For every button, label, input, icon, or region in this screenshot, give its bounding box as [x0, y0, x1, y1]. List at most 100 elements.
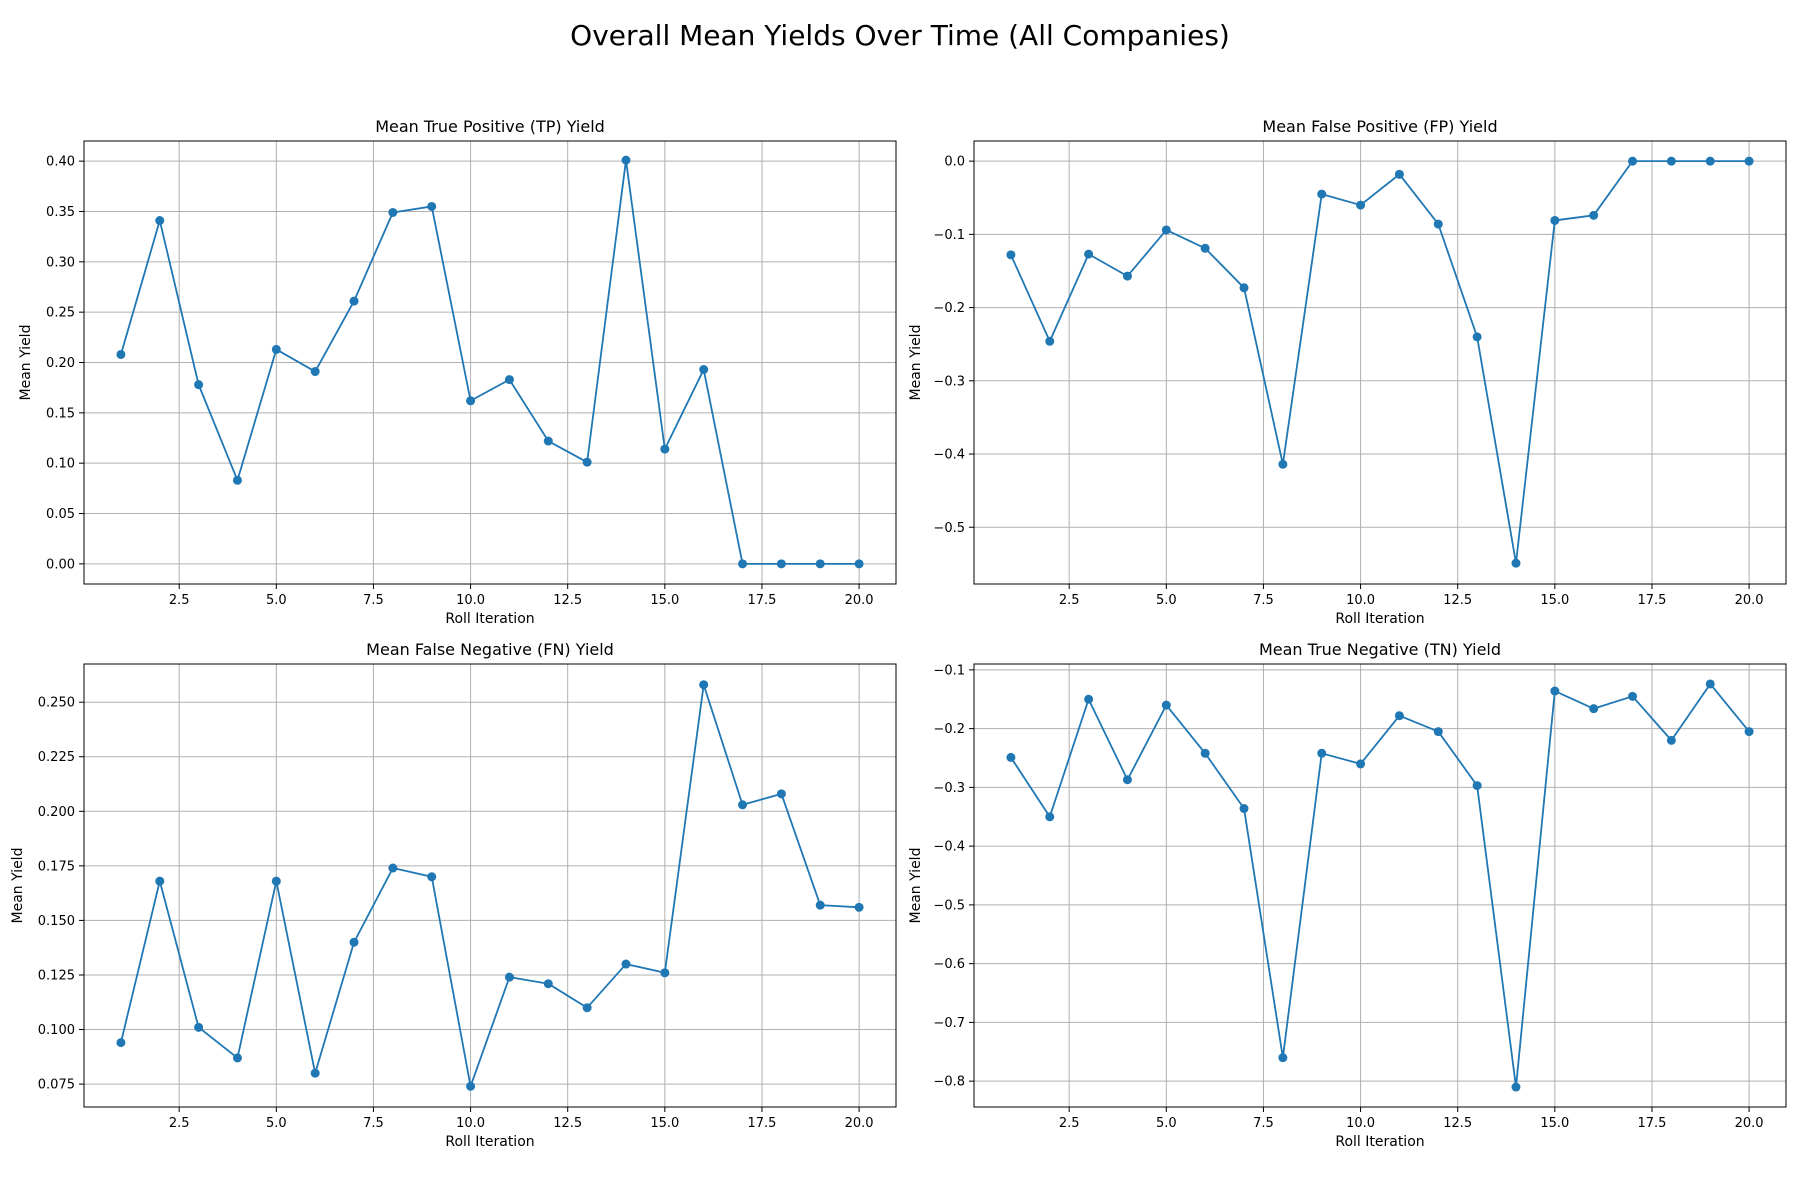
tp-data-point [427, 201, 437, 211]
tn-y-tick-label: −0.2 [933, 722, 965, 737]
tn-series-line [1010, 683, 1750, 1088]
tn-x-tick-label: 5.0 [1156, 1116, 1177, 1131]
fp-x-tick-label: 5.0 [1156, 593, 1177, 608]
tp-x-tick-label: 12.5 [553, 593, 582, 608]
fp-x-tick-label: 15.0 [1540, 593, 1569, 608]
tp-y-axis-label: Mean Yield [18, 325, 34, 401]
tp-y-tick-label: 0.05 [46, 507, 75, 522]
tp-data-point [621, 155, 631, 165]
fn-y-tick-label: 0.200 [38, 805, 75, 820]
tp-series-line [120, 159, 860, 565]
fp-y-tick-label: −0.1 [933, 228, 965, 243]
tp-y-tick-label: 0.35 [46, 205, 75, 220]
tn-data-point [1084, 694, 1094, 704]
fp-data-point [1122, 271, 1132, 281]
tp-data-point [388, 207, 398, 217]
tp-y-tick-label: 0.10 [46, 457, 75, 472]
fp-data-point [1045, 336, 1055, 346]
fn-x-tick-label: 17.5 [747, 1116, 776, 1131]
fn-y-axis-label: Mean Yield [10, 848, 26, 924]
tn-x-tick-label: 17.5 [1637, 1116, 1666, 1131]
fp-y-tick-label: −0.2 [933, 301, 965, 316]
fn-x-tick-label: 5.0 [266, 1116, 287, 1131]
tn-data-point [1161, 700, 1171, 710]
tp-data-point [582, 457, 592, 467]
tn-y-tick-label: −0.5 [933, 898, 965, 913]
tp-y-tick-label: 0.20 [46, 356, 75, 371]
fp-axes-frame [973, 140, 1787, 585]
tn-data-point [1317, 748, 1327, 758]
tn-x-tick-label: 20.0 [1735, 1116, 1764, 1131]
tp-y-tick-label: 0.30 [46, 255, 75, 270]
tn-y-tick-label: −0.1 [933, 663, 965, 678]
subplot-fp-yield: 2.5 5.0 7.5 10.0 12.5 15.0 17.5 20.0 0.0 −0.1 −0.2… [908, 117, 1787, 627]
tn-data-point [1394, 711, 1404, 721]
tn-x-tick-label: 15.0 [1540, 1116, 1569, 1131]
tn-x-axis-label: Roll Iteration [1335, 1134, 1424, 1150]
fp-data-point [1628, 156, 1638, 166]
fn-data-point [815, 900, 825, 910]
fn-x-tick-label: 2.5 [169, 1116, 190, 1131]
tp-data-point [738, 559, 748, 569]
fn-data-point [660, 968, 670, 978]
fn-data-point [155, 876, 165, 886]
tp-y-tick-label: 0.40 [46, 155, 75, 170]
tp-y-tick-label: 0.15 [46, 406, 75, 421]
tn-x-tick-label: 2.5 [1059, 1116, 1080, 1131]
tn-x-tick-label: 10.0 [1346, 1116, 1375, 1131]
tp-x-axis-label: Roll Iteration [445, 611, 534, 627]
fp-y-tick-label: −0.5 [933, 521, 965, 536]
tn-data-point [1744, 727, 1754, 737]
tp-x-tick-label: 20.0 [845, 593, 874, 608]
tn-data-point [1628, 691, 1638, 701]
tp-data-point [116, 349, 126, 359]
fp-data-point [1666, 156, 1676, 166]
tn-y-axis-label: Mean Yield [908, 848, 924, 924]
tp-data-point [815, 559, 825, 569]
tp-data-point [310, 367, 320, 377]
fp-data-point [1511, 558, 1521, 568]
tn-data-point [1045, 812, 1055, 822]
fp-data-point [1084, 249, 1094, 259]
fp-x-tick-label: 10.0 [1346, 593, 1375, 608]
fp-x-tick-label: 7.5 [1253, 593, 1274, 608]
fp-data-point [1472, 332, 1482, 342]
tp-data-point [543, 436, 553, 446]
fp-data-point [1317, 189, 1327, 199]
fp-x-tick-label: 12.5 [1443, 593, 1472, 608]
subplot-tn-yield: 2.5 5.0 7.5 10.0 12.5 15.0 17.5 20.0 −0.1 −0.2 −0.… [908, 640, 1787, 1150]
tn-data-point [1550, 686, 1560, 696]
fn-data-point [699, 680, 709, 690]
tp-data-point [271, 344, 281, 354]
tp-data-point [854, 559, 864, 569]
tp-data-point [660, 444, 670, 454]
fn-x-tick-label: 12.5 [553, 1116, 582, 1131]
tn-x-tick-label: 7.5 [1253, 1116, 1274, 1131]
fp-data-point [1161, 225, 1171, 235]
fn-data-point [621, 959, 631, 969]
tp-y-tick-label: 0.00 [46, 557, 75, 572]
tn-subplot-title: Mean True Negative (TN) Yield [1259, 640, 1501, 659]
tn-data-point [1666, 735, 1676, 745]
tn-y-tick-label: −0.6 [933, 957, 965, 972]
fn-data-point [854, 902, 864, 912]
fp-y-tick-label: −0.4 [933, 448, 965, 463]
fn-y-tick-label: 0.100 [38, 1023, 75, 1038]
tn-data-point [1122, 775, 1132, 785]
fp-x-axis-label: Roll Iteration [1335, 611, 1424, 627]
fp-y-axis-label: Mean Yield [908, 325, 924, 401]
fp-subplot-title: Mean False Positive (FP) Yield [1262, 117, 1497, 136]
tn-data-point [1705, 679, 1715, 689]
tn-data-point [1433, 727, 1443, 737]
tn-data-point [1356, 759, 1366, 769]
fn-data-point [388, 863, 398, 873]
fp-series-line [1010, 160, 1750, 565]
fn-y-tick-label: 0.125 [38, 968, 75, 983]
subplot-tp-yield: 2.5 5.0 7.5 10.0 12.5 15.0 17.5 20.0 0.00 0.05 0.1… [18, 117, 897, 627]
fn-x-tick-label: 15.0 [650, 1116, 679, 1131]
fp-y-tick-label: 0.0 [944, 155, 965, 170]
tn-y-tick-label: −0.4 [933, 840, 965, 855]
fp-data-point [1200, 243, 1210, 253]
fn-data-point [232, 1053, 242, 1063]
